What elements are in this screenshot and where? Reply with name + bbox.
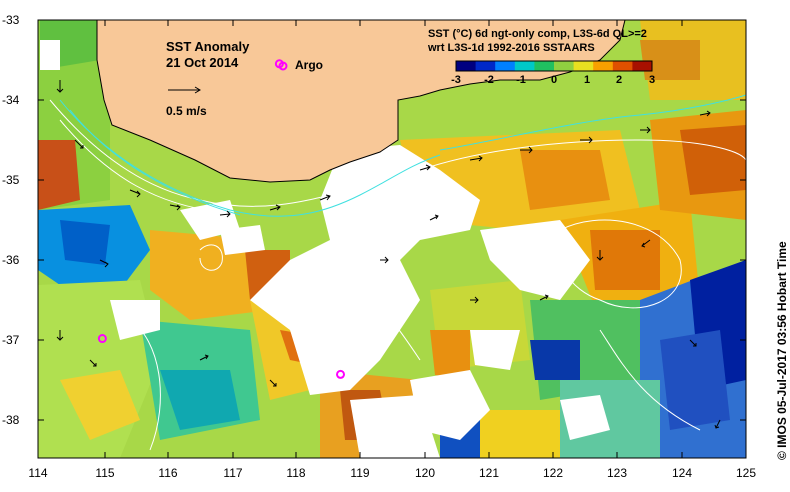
argo-float-marker: [336, 369, 346, 379]
map-title: SST Anomaly: [166, 39, 250, 54]
colorbar-title-2: wrt L3S-1d 1992-2016 SSTAARS: [428, 42, 595, 54]
argo-float-marker: [97, 334, 107, 344]
colorbar-tick: 1: [583, 74, 591, 86]
colorbar-frame: [455, 60, 653, 72]
y-tick-label: -37: [2, 333, 20, 347]
x-tick-label: 124: [671, 466, 693, 480]
x-tick-label: 118: [286, 466, 306, 480]
argo-legend-icon: [278, 61, 288, 71]
y-tick-label: -33: [2, 13, 20, 27]
x-tick-label: 116: [158, 466, 178, 480]
colorbar-tick: 0: [550, 74, 558, 86]
vector-scale-label: 0.5 m/s: [166, 104, 207, 118]
x-tick-label: 125: [735, 466, 757, 480]
y-tick-label: -38: [2, 413, 20, 427]
colorbar-swatch: [534, 61, 555, 71]
colorbar-swatch: [554, 61, 575, 71]
colorbar-title-1: SST (°C) 6d ngt-only comp, L3S-6d QL>=2: [428, 28, 647, 40]
current-vectors: [56, 80, 721, 429]
colorbar-tick: -2: [484, 74, 494, 86]
colorbar-swatch: [612, 61, 633, 71]
colorbar-swatch: [514, 61, 535, 71]
colorbar-swatch: [475, 61, 496, 71]
colorbar-tick: -1: [516, 74, 526, 86]
colorbar-swatch: [456, 61, 477, 71]
coastal-contour-lines: [59, 94, 746, 217]
x-tick-label: 117: [223, 466, 243, 480]
x-tick-label: 122: [542, 466, 564, 480]
colorbar-tick: -3: [451, 74, 461, 86]
plot-frame: [37, 19, 747, 459]
axis-ticks: [37, 19, 747, 458]
colorbar-swatch: [593, 61, 614, 71]
colorbar-swatch: [495, 61, 516, 71]
y-tick-label: -35: [2, 173, 20, 187]
x-tick-label: 120: [414, 466, 436, 480]
colorbar-swatch: [573, 61, 594, 71]
imos-credit: © IMOS 05-Jul-2017 03:56 Hobart Time: [775, 241, 789, 460]
map-date: 21 Oct 2014: [166, 55, 239, 70]
vector-scale-arrow: [168, 86, 201, 94]
x-tick-label: 121: [478, 466, 500, 480]
x-tick-label: 115: [95, 466, 115, 480]
colorbar-tick: 3: [648, 74, 656, 86]
colorbar-swatch: [632, 61, 653, 71]
colorbar-tick: 2: [615, 74, 623, 86]
y-tick-label: -34: [2, 93, 20, 107]
colorbar: [455, 60, 653, 72]
x-tick-label: 114: [28, 466, 48, 480]
x-tick-label: 123: [606, 466, 628, 480]
y-tick-label: -36: [2, 253, 20, 267]
argo-legend-label: Argo: [295, 58, 323, 72]
x-tick-label: 119: [350, 466, 370, 480]
